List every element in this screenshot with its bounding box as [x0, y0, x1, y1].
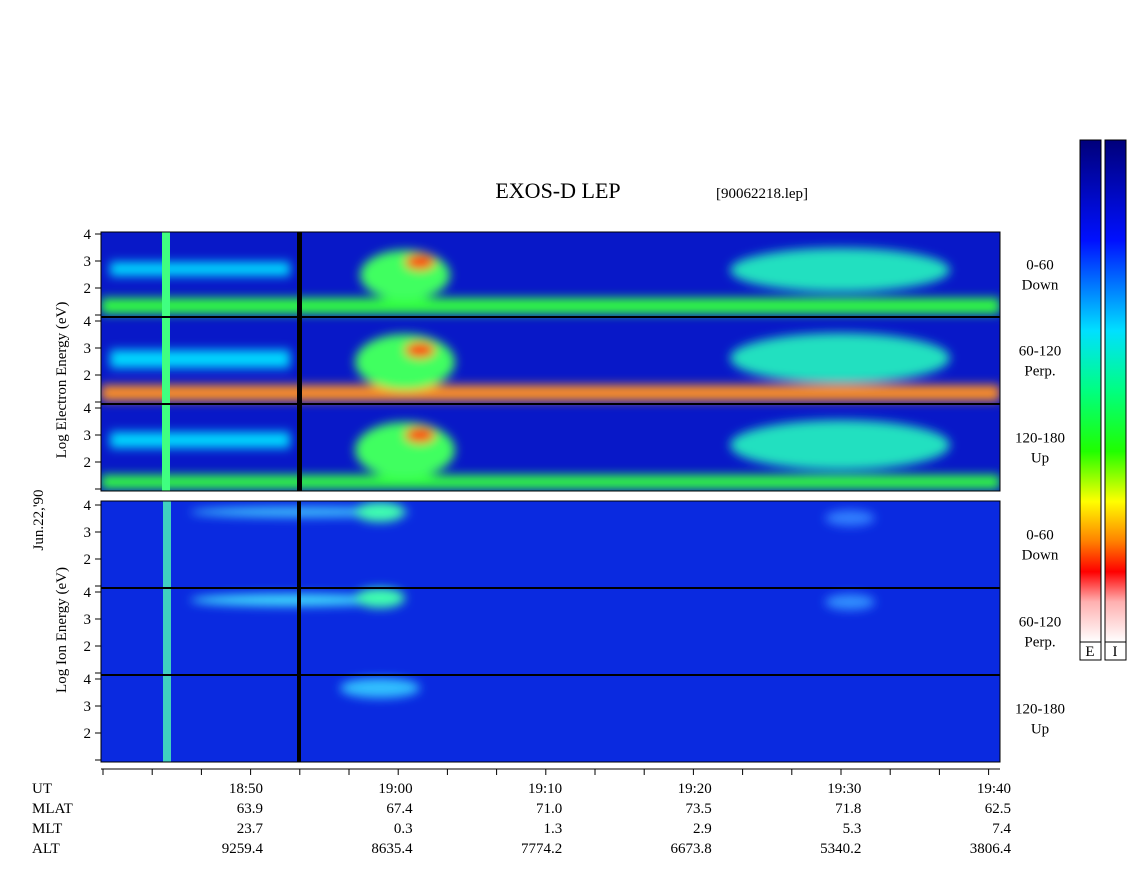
y-tick-label: 2 [84, 726, 92, 742]
ephemeris-value: 6673.8 [671, 841, 712, 857]
panel-label: Up [1031, 722, 1049, 738]
y-tick-label: 2 [84, 639, 92, 655]
panel-label: Down [1022, 278, 1059, 294]
ephemeris-value: 7774.2 [521, 841, 562, 857]
ephemeris-name: MLAT [32, 801, 73, 817]
y-tick-label: 4 [84, 314, 92, 330]
ephemeris-value: 9259.4 [222, 841, 264, 857]
ephemeris-value: 0.3 [394, 821, 413, 837]
colorbar [1079, 139, 1102, 643]
x-tick-label: 19:00 [378, 781, 412, 797]
electron-axis-label: Log Electron Energy (eV) [54, 302, 70, 459]
ion-axis-label: Log Ion Energy (eV) [54, 567, 70, 693]
panel-label: 0-60 [1026, 258, 1054, 274]
x-tick-label: 19:10 [528, 781, 562, 797]
y-tick-label: 3 [84, 341, 92, 357]
ion-spectrogram [101, 501, 1000, 762]
file-name: [90062218.lep] [716, 186, 808, 202]
y-tick-label: 3 [84, 428, 92, 444]
panel-label: 0-60 [1026, 528, 1054, 544]
date-label: Jun.22,'90 [31, 489, 47, 550]
panel-label: Up [1031, 451, 1049, 467]
ephemeris-value: 71.0 [536, 801, 562, 817]
colorbar-label: I [1113, 644, 1118, 660]
y-tick-label: 4 [84, 401, 92, 417]
colorbar [1104, 139, 1127, 643]
panel-label: 120-180 [1015, 431, 1065, 447]
ephemeris-name: MLT [32, 821, 62, 837]
y-tick-label: 4 [84, 585, 92, 601]
ephemeris-value: 23.7 [237, 821, 264, 837]
ephemeris-name: ALT [32, 841, 60, 857]
y-tick-label: 4 [84, 227, 92, 243]
ephemeris-value: 3806.4 [970, 841, 1012, 857]
panel-label: Perp. [1024, 635, 1055, 651]
electron-spectrogram [101, 232, 1000, 491]
ephemeris-value: 7.4 [992, 821, 1011, 837]
panel-label: Down [1022, 548, 1059, 564]
y-tick-label: 4 [84, 672, 92, 688]
panel-frame [100, 674, 1001, 763]
y-tick-label: 2 [84, 368, 92, 384]
ephemeris-value: 67.4 [386, 801, 413, 817]
x-tick-label: 18:50 [229, 781, 263, 797]
x-tick-label: 19:30 [827, 781, 861, 797]
panel-label: 60-120 [1019, 344, 1062, 360]
panel-label: 120-180 [1015, 702, 1065, 718]
ephemeris-value: 2.9 [693, 821, 712, 837]
x-tick-label: 19:40 [977, 781, 1011, 797]
ephemeris-value: 5340.2 [820, 841, 861, 857]
y-tick-label: 3 [84, 254, 92, 270]
ephemeris-value: 5.3 [843, 821, 862, 837]
ephemeris-value: 1.3 [543, 821, 562, 837]
y-tick-label: 2 [84, 281, 92, 297]
ephemeris-name: UT [32, 781, 52, 797]
ephemeris-value: 71.8 [835, 801, 861, 817]
colorbar-label: E [1085, 644, 1094, 660]
ephemeris-value: 73.5 [686, 801, 712, 817]
ephemeris-value: 8635.4 [371, 841, 413, 857]
y-tick-label: 4 [84, 498, 92, 514]
y-tick-label: 3 [84, 612, 92, 628]
colorbar-box [1104, 641, 1127, 661]
title: EXOS-D LEP [495, 178, 620, 203]
ephemeris-value: 63.9 [237, 801, 263, 817]
x-tick-label: 19:20 [678, 781, 712, 797]
colorbar-box [1079, 641, 1102, 661]
panel-frame [100, 403, 1001, 492]
ephemeris-value: 62.5 [985, 801, 1011, 817]
panel-label: 60-120 [1019, 615, 1062, 631]
y-tick-label: 3 [84, 699, 92, 715]
y-tick-label: 3 [84, 525, 92, 541]
y-tick-label: 2 [84, 552, 92, 568]
y-tick-label: 2 [84, 455, 92, 471]
panel-label: Perp. [1024, 364, 1055, 380]
